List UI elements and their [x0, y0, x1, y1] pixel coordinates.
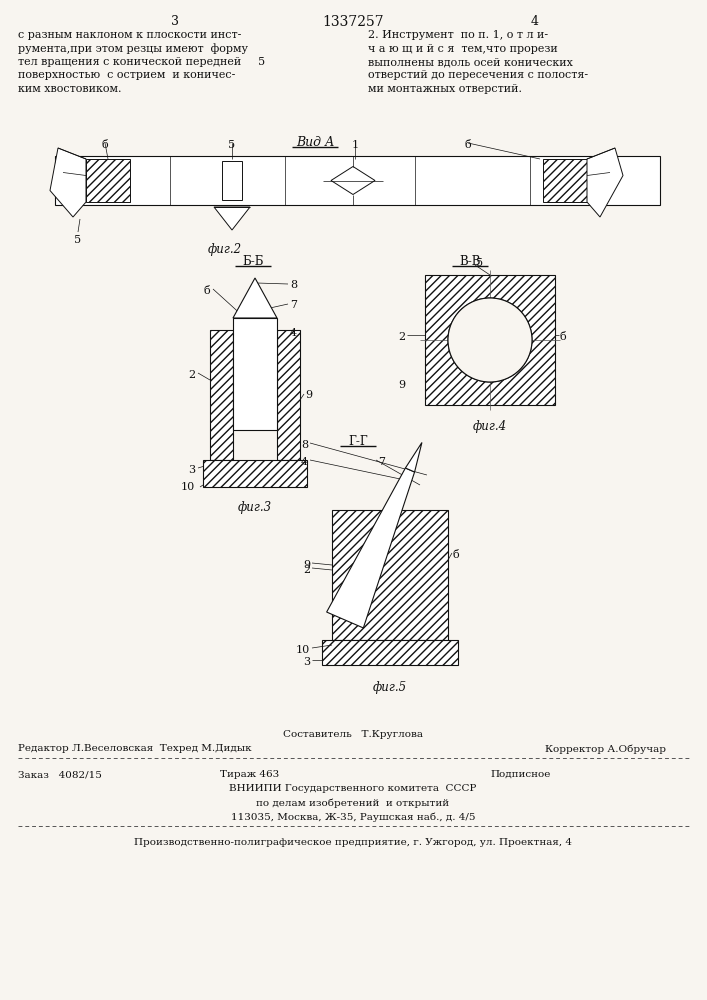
- Bar: [222, 161, 242, 200]
- Text: 2: 2: [398, 332, 405, 342]
- Text: 2: 2: [188, 370, 195, 380]
- Text: Подписное: Подписное: [490, 770, 550, 779]
- Text: Производственно-полиграфическое предприятие, г. Ужгород, ул. Проектная, 4: Производственно-полиграфическое предприя…: [134, 838, 572, 847]
- Text: поверхностью  с острием  и коничес-: поверхностью с острием и коничес-: [18, 70, 235, 81]
- Text: отверстий до пересечения с полостя-: отверстий до пересечения с полостя-: [368, 70, 588, 81]
- Text: ВНИИПИ Государственного комитета  СССР: ВНИИПИ Государственного комитета СССР: [229, 784, 477, 793]
- Text: 4: 4: [290, 328, 297, 338]
- Text: выполнены вдоль осей конических: выполнены вдоль осей конических: [368, 57, 573, 67]
- Text: 113035, Москва, Ж-35, Раушская наб., д. 4/5: 113035, Москва, Ж-35, Раушская наб., д. …: [230, 812, 475, 822]
- Text: фиг.4: фиг.4: [473, 420, 507, 433]
- Bar: [425, 275, 555, 405]
- Text: 3: 3: [303, 657, 310, 667]
- Text: Г-Г: Г-Г: [348, 435, 368, 448]
- Bar: [277, 330, 300, 460]
- Polygon shape: [587, 148, 623, 217]
- Text: 5: 5: [476, 258, 483, 268]
- Text: б: б: [464, 140, 472, 150]
- Text: 3: 3: [188, 465, 195, 475]
- Text: 10: 10: [296, 645, 310, 655]
- Text: фиг.3: фиг.3: [238, 501, 272, 514]
- Text: ким хвостовиком.: ким хвостовиком.: [18, 84, 122, 94]
- Text: 9: 9: [398, 380, 405, 390]
- Text: 4: 4: [531, 15, 539, 28]
- Polygon shape: [233, 278, 277, 318]
- Circle shape: [448, 298, 532, 382]
- Text: В-В: В-В: [460, 255, 481, 268]
- Bar: [543, 159, 587, 202]
- Text: 7: 7: [290, 300, 297, 310]
- Text: 1: 1: [351, 140, 358, 150]
- Polygon shape: [214, 207, 250, 230]
- Bar: [55, 156, 660, 205]
- Text: 8: 8: [290, 280, 297, 290]
- Polygon shape: [50, 148, 86, 217]
- Text: 7: 7: [378, 457, 385, 467]
- Text: 5: 5: [74, 235, 81, 245]
- Text: фиг.5: фиг.5: [373, 681, 407, 694]
- Text: фиг.2: фиг.2: [208, 243, 242, 256]
- Text: 5: 5: [228, 140, 235, 150]
- Text: ч а ю щ и й с я  тем,что прорези: ч а ю щ и й с я тем,что прорези: [368, 43, 558, 53]
- Bar: [203, 460, 307, 487]
- Text: с разным наклоном к плоскости инст-: с разным наклоном к плоскости инст-: [18, 30, 241, 40]
- Text: ми монтажных отверстий.: ми монтажных отверстий.: [368, 84, 522, 94]
- Text: 4: 4: [301, 457, 308, 467]
- Text: Б-Б: Б-Б: [243, 255, 264, 268]
- Text: 9: 9: [305, 390, 312, 400]
- Text: 10: 10: [181, 482, 195, 492]
- Circle shape: [448, 298, 532, 382]
- Text: 2. Инструмент  по п. 1, о т л и-: 2. Инструмент по п. 1, о т л и-: [368, 30, 548, 40]
- Text: Вид А: Вид А: [296, 136, 334, 149]
- Text: Заказ   4082/15: Заказ 4082/15: [18, 770, 102, 779]
- Text: 8: 8: [301, 440, 308, 450]
- Text: б: б: [453, 550, 460, 560]
- Bar: [210, 330, 233, 460]
- Text: по делам изобретений  и открытий: по делам изобретений и открытий: [257, 798, 450, 808]
- Text: б: б: [203, 286, 210, 296]
- Text: тел вращения с конической передней: тел вращения с конической передней: [18, 57, 241, 67]
- Text: б: б: [560, 332, 567, 342]
- Bar: [86, 159, 130, 202]
- Text: Составитель   Т.Круглова: Составитель Т.Круглова: [283, 730, 423, 739]
- Polygon shape: [327, 468, 414, 628]
- Text: Тираж 463: Тираж 463: [220, 770, 279, 779]
- Text: Корректор А.Обручар: Корректор А.Обручар: [545, 744, 666, 754]
- Text: б: б: [102, 140, 108, 150]
- Bar: [233, 318, 277, 430]
- Text: 3: 3: [171, 15, 179, 28]
- Bar: [322, 640, 458, 665]
- Text: 2: 2: [303, 565, 310, 575]
- Bar: [332, 510, 448, 640]
- Text: 9: 9: [303, 560, 310, 570]
- Polygon shape: [331, 166, 375, 194]
- Text: 1337257: 1337257: [322, 15, 384, 29]
- Text: Редактор Л.Веселовская  Техред М.Дидык: Редактор Л.Веселовская Техред М.Дидык: [18, 744, 252, 753]
- Polygon shape: [405, 442, 422, 472]
- Text: 5: 5: [259, 57, 266, 67]
- Text: румента,при этом резцы имеют  форму: румента,при этом резцы имеют форму: [18, 43, 248, 54]
